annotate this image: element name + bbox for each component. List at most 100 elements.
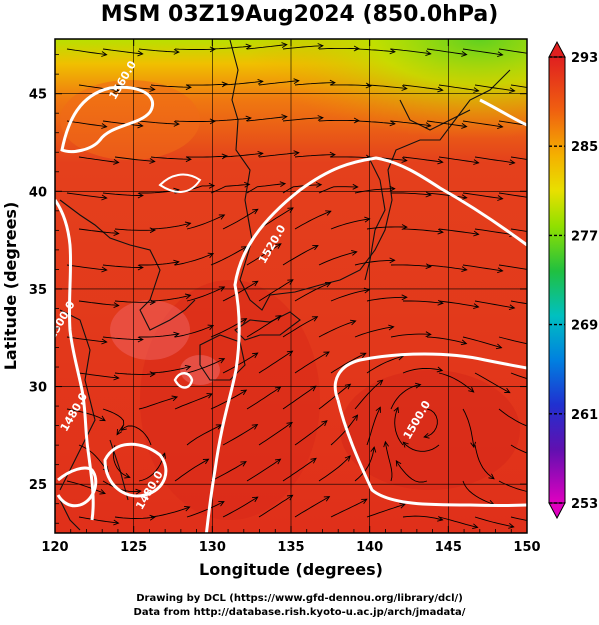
x-tick-label: 135	[277, 540, 304, 555]
streamline	[222, 424, 258, 446]
colorbar-tick-label: 277	[571, 229, 598, 244]
streamline	[474, 372, 511, 394]
streamline	[510, 228, 527, 232]
streamline-arrowhead	[184, 364, 192, 371]
y-tick-label: 30	[29, 381, 47, 396]
streamline-arrowhead	[116, 428, 123, 436]
streamline	[498, 48, 527, 54]
streamline-arrowhead	[401, 294, 408, 301]
streamline	[282, 45, 323, 50]
map-title: MSM 03Z19Aug2024 (850.0hPa)	[100, 2, 499, 27]
streamline	[210, 246, 247, 266]
streamline	[294, 420, 328, 446]
streamline	[282, 245, 319, 266]
x-tick-label: 130	[199, 540, 226, 555]
streamline	[174, 393, 213, 410]
streamline	[246, 183, 286, 194]
streamline-arrowhead	[171, 395, 179, 402]
streamline-arrowhead	[137, 122, 144, 129]
streamline	[354, 120, 395, 125]
streamline-arrowhead	[509, 159, 516, 166]
streamline	[210, 183, 250, 194]
streamline-arrowhead	[275, 243, 282, 249]
streamline-arrowhead	[173, 331, 180, 338]
streamline	[426, 192, 467, 199]
streamline-arrowhead	[460, 339, 468, 346]
streamline-arrowhead	[215, 424, 223, 430]
streamline-arrowhead	[414, 382, 422, 389]
streamline	[66, 336, 107, 343]
streamline-arrowhead	[323, 351, 330, 357]
streamline-arrowhead	[344, 383, 352, 390]
y-axis-label: Latitude (degrees)	[1, 202, 20, 371]
streamline	[318, 186, 358, 194]
streamline-arrowhead	[184, 221, 192, 228]
streamline	[294, 496, 330, 518]
streamline	[510, 84, 527, 88]
streamline-arrowhead	[364, 216, 371, 223]
streamline	[121, 425, 152, 446]
streamline	[66, 264, 107, 271]
streamline-arrowhead	[252, 280, 259, 287]
credit-drawing: Drawing by DCL (https://www.gfd-dennou.o…	[136, 593, 463, 604]
streamline	[78, 156, 119, 163]
streamline-arrowhead	[393, 406, 399, 414]
streamline-arrowhead	[252, 208, 259, 215]
streamline-arrowhead	[461, 266, 468, 273]
streamline	[366, 226, 407, 230]
streamline-arrowhead	[360, 352, 367, 358]
streamline-arrowhead	[218, 358, 226, 364]
streamline-arrowhead	[99, 489, 106, 495]
streamline	[78, 372, 119, 379]
streamline-arrowhead	[497, 123, 504, 130]
streamline-arrowhead	[388, 324, 395, 331]
streamline-arrowhead	[437, 228, 444, 235]
streamline	[366, 355, 404, 374]
streamline	[403, 300, 443, 304]
streamline	[510, 372, 527, 380]
y-tick-label: 35	[29, 283, 47, 298]
streamline-arrowhead	[135, 488, 142, 495]
streamline-arrowhead	[363, 287, 371, 294]
streamline-arrowhead	[101, 123, 108, 129]
streamline-arrowhead	[325, 210, 332, 216]
streamline	[246, 243, 282, 266]
x-tick-label: 120	[41, 540, 68, 555]
streamline	[186, 155, 228, 158]
streamline	[510, 444, 527, 454]
streamline-arrowhead	[531, 490, 536, 495]
streamline-arrowhead	[350, 319, 357, 326]
streamline-arrowhead	[218, 214, 226, 220]
streamline	[390, 48, 431, 55]
streamline	[150, 84, 191, 88]
streamline	[462, 48, 503, 56]
credit-data-source: Data from http://database.rish.kyoto-u.a…	[133, 607, 466, 618]
streamline	[138, 48, 179, 53]
streamline	[423, 408, 438, 438]
streamline-arrowhead	[184, 505, 191, 512]
streamline-arrowhead	[497, 51, 504, 58]
streamline	[498, 264, 527, 270]
streamline	[426, 48, 467, 56]
streamline-arrowhead	[99, 415, 106, 422]
streamline-arrowhead	[124, 472, 131, 479]
streamline	[402, 515, 443, 521]
streamline	[366, 503, 406, 518]
streamline-arrowhead	[185, 84, 192, 91]
streamline	[366, 84, 407, 90]
streamline-arrowhead	[137, 264, 144, 271]
streamline-arrowhead	[252, 496, 259, 503]
streamline-arrowhead	[323, 496, 331, 502]
streamline-arrowhead	[149, 371, 156, 378]
streamline	[354, 379, 383, 410]
streamline-arrowhead	[137, 192, 144, 199]
streamline-arrowhead	[221, 153, 229, 160]
streamline	[282, 385, 317, 410]
streamline	[402, 156, 443, 163]
streamline-arrowhead	[207, 252, 215, 259]
colorbar-ticks: 293 285 277 269 261 253	[549, 51, 598, 512]
streamline-arrowhead	[240, 461, 247, 467]
streamline	[498, 480, 527, 493]
streamline-arrowhead	[101, 338, 108, 345]
streamline-arrowhead	[425, 122, 432, 129]
